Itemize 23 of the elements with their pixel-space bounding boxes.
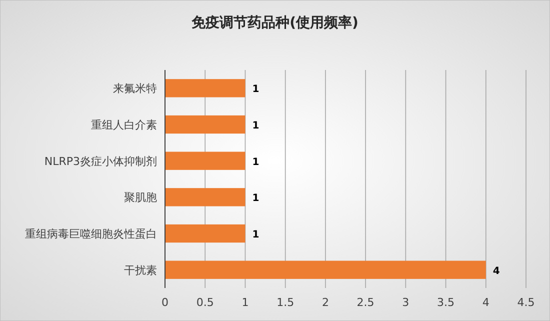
data-label: 1 [252,120,260,132]
x-tick-label: 2 [322,296,329,309]
x-tick-label: 3.5 [437,296,455,309]
x-tick-label: 0 [162,296,168,309]
y-tick-label: 来氟米特 [113,82,157,96]
data-label: 1 [252,193,260,204]
y-tick-label: 聚肌胞 [124,191,157,204]
data-label: 4 [492,266,500,277]
x-tick-label: 4 [482,296,490,309]
x-tick-label: 4.5 [517,296,535,309]
x-tick-label: 1 [242,296,249,309]
y-tick-label: NLRP3炎症小体抑制剂 [44,154,157,168]
x-tick-label: 3 [402,296,410,309]
y-tick-label: 干扰素 [124,264,157,277]
data-label: 1 [252,230,260,240]
chart-title: 免疫调节药品种(使用频率) [190,14,358,31]
x-tick-label: 1.5 [276,296,294,309]
y-tick-label: 重组病毒巨噬细胞炎性蛋白 [25,228,157,240]
x-tick-label: 2.5 [356,296,374,309]
data-label: 1 [252,156,260,168]
data-label: 1 [252,84,260,96]
x-tick-label: 0.5 [196,296,214,309]
y-tick-label: 重组人白介素 [91,118,157,132]
